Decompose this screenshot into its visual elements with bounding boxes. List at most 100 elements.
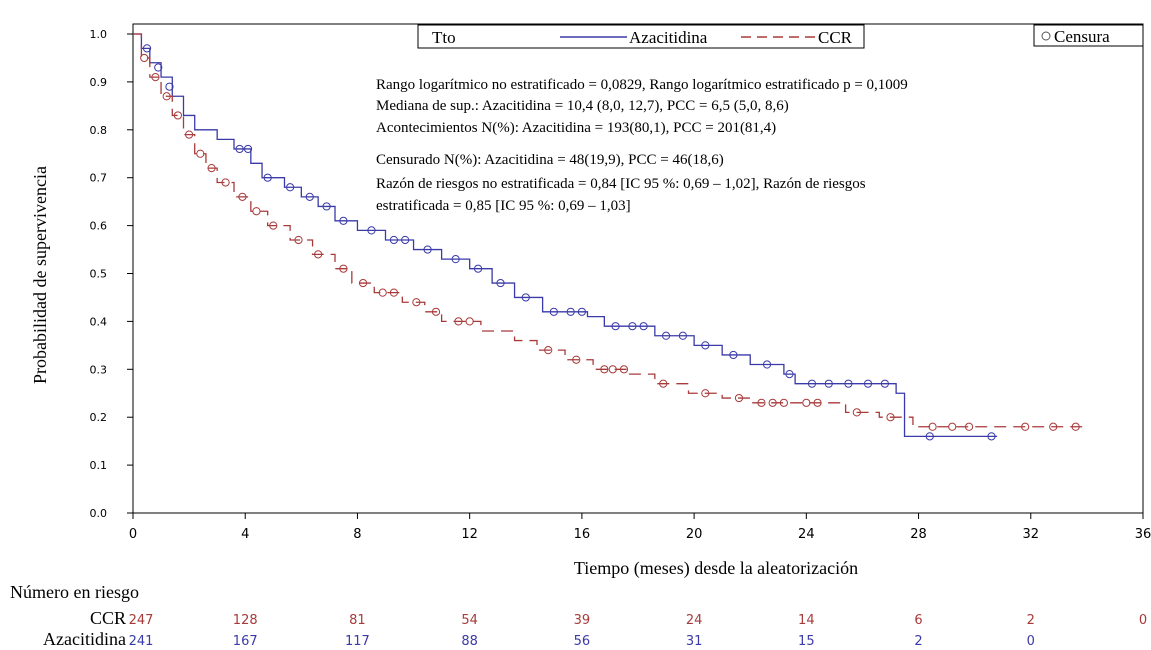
- censor-mark-ccr: [886, 413, 895, 422]
- legend: Tto Azacitidina CCR Censura: [417, 24, 1144, 49]
- y-tick-label: 0.5: [90, 268, 108, 281]
- censor-mark-azacitidina: [824, 379, 833, 388]
- risk-value-ccr: 128: [233, 613, 258, 628]
- y-tick-label: 0.2: [90, 411, 108, 424]
- x-tick-label: 8: [353, 527, 361, 542]
- censor-mark-azacitidina: [701, 341, 710, 350]
- y-tick-label: 0.1: [90, 459, 108, 472]
- censor-mark-ccr: [779, 398, 788, 407]
- axes: 0.0 0.1 0.2 0.3 0.4 0.5 0.6 0.7 0.8 0.9 1.0 0 4 8 12 16…: [90, 28, 1151, 542]
- annotation-line: Rango logarítmico no estratificado = 0,0…: [376, 77, 908, 93]
- censor-mark-azacitidina: [235, 144, 244, 154]
- censor-mark-ccr: [701, 389, 710, 398]
- risk-value-azacitidina: 56: [574, 634, 591, 649]
- censor-mark-azacitidina: [880, 379, 889, 388]
- risk-value-ccr: 24: [686, 613, 703, 628]
- censor-mark-ccr: [162, 92, 171, 101]
- censor-mark-ccr: [768, 398, 777, 407]
- stats-annotation: Rango logarítmico no estratificado = 0,0…: [376, 77, 908, 214]
- censor-mark-azacitidina: [521, 293, 530, 302]
- censor-mark-ccr: [619, 365, 629, 374]
- censor-mark-azacitidina: [423, 245, 432, 254]
- legend-label-azacitidina: Azacitidina: [629, 28, 708, 47]
- risk-value-azacitidina: 31: [686, 634, 703, 649]
- censor-mark-ccr: [269, 221, 278, 230]
- censor-mark-ccr: [389, 288, 399, 297]
- risk-value-azacitidina: 241: [129, 634, 154, 649]
- x-tick-label: 0: [129, 527, 137, 542]
- censor-mark-ccr: [252, 207, 261, 216]
- x-axis-title: Tiempo (meses) desde la aleatorización: [574, 558, 858, 579]
- censor-mark-ccr: [544, 346, 553, 355]
- censor-mark-azacitidina: [451, 255, 460, 264]
- censor-mark-ccr: [185, 130, 194, 139]
- censor-mark-ccr: [378, 288, 387, 297]
- y-tick-label: 0.7: [90, 172, 108, 185]
- annotation-line: Acontecimientos N(%): Azacitidina = 193(…: [376, 120, 776, 136]
- censor-mark-ccr: [140, 53, 149, 63]
- censor-mark-ccr: [238, 192, 247, 201]
- censor-mark-azacitidina: [389, 235, 399, 245]
- censor-mark-azacitidina: [367, 226, 376, 235]
- y-tick-label: 0.3: [90, 363, 108, 376]
- y-tick-label: 0.0: [90, 507, 108, 520]
- x-tick-label: 20: [686, 527, 703, 542]
- censor-mark-ccr: [412, 298, 421, 307]
- risk-value-ccr: 39: [574, 613, 591, 628]
- risk-row-label-azacitidina: Azacitidina: [43, 629, 126, 649]
- censor-mark-azacitidina: [339, 216, 348, 225]
- censor-mark-ccr: [964, 422, 974, 431]
- censor-mark-ccr: [1021, 422, 1030, 431]
- censor-mark-azacitidina: [844, 379, 853, 388]
- legend-box: [417, 24, 865, 49]
- risk-value-azacitidina: 2: [914, 634, 922, 649]
- censor-mark-azacitidina: [263, 173, 272, 182]
- censor-mark-azacitidina: [577, 307, 586, 316]
- censor-mark-azacitidina: [729, 350, 738, 360]
- censor-mark-azacitidina: [785, 369, 794, 379]
- censor-mark-azacitidina: [863, 379, 873, 388]
- censor-mark-azacitidina: [473, 264, 483, 273]
- series-layer: [133, 33, 1087, 441]
- y-tick-label: 0.4: [90, 315, 108, 328]
- risk-value-azacitidina: 167: [233, 634, 258, 649]
- x-tick-label: 16: [574, 527, 591, 542]
- censor-mark-ccr: [734, 393, 744, 403]
- censor-mark-ccr: [600, 365, 609, 374]
- censor-mark-azacitidina: [611, 322, 620, 331]
- risk-value-ccr: 0: [1139, 613, 1147, 628]
- censor-mark-azacitidina: [639, 322, 648, 331]
- censor-mark-azacitidina: [678, 331, 687, 340]
- censor-mark-azacitidina: [925, 432, 934, 441]
- censor-mark-ccr: [173, 111, 182, 120]
- y-axis-title: Probabilidad de supervivencia: [30, 166, 50, 384]
- censor-mark-ccr: [572, 355, 581, 364]
- censor-mark-ccr: [802, 398, 811, 407]
- annotation-line: Mediana de sup.: Azacitidina = 10,4 (8,0…: [376, 98, 789, 114]
- series-line-azacitidina: [133, 33, 998, 438]
- censor-mark-azacitidina: [987, 432, 996, 441]
- censor-mark-ccr: [813, 398, 822, 407]
- censor-mark-ccr: [465, 317, 474, 326]
- legend-title: Tto: [432, 28, 456, 47]
- plot-area: [132, 23, 1144, 514]
- censor-mark-azacitidina: [549, 307, 558, 316]
- censor-mark-azacitidina: [566, 307, 575, 316]
- risk-value-ccr: 54: [461, 613, 478, 628]
- annotation-line: Razón de riesgos no estratificada = 0,84…: [376, 176, 866, 192]
- risk-value-ccr: 247: [129, 613, 154, 628]
- risk-value-ccr: 2: [1027, 613, 1035, 628]
- x-tick-label: 36: [1135, 527, 1151, 542]
- annotation-line: Censurado N(%): Azacitidina = 48(19,9), …: [376, 152, 724, 168]
- censor-mark-azacitidina: [286, 183, 295, 192]
- censor-mark-azacitidina: [322, 202, 331, 211]
- censor-legend-box: [1033, 24, 1144, 47]
- y-tick-label: 0.6: [90, 220, 108, 233]
- censor-mark-ccr: [339, 264, 348, 273]
- censor-mark-azacitidina: [807, 379, 817, 388]
- censor-mark-azacitidina: [165, 82, 174, 91]
- risk-value-ccr: 81: [349, 613, 366, 628]
- censor-mark-ccr: [1049, 422, 1058, 431]
- censor-mark-ccr: [221, 178, 230, 187]
